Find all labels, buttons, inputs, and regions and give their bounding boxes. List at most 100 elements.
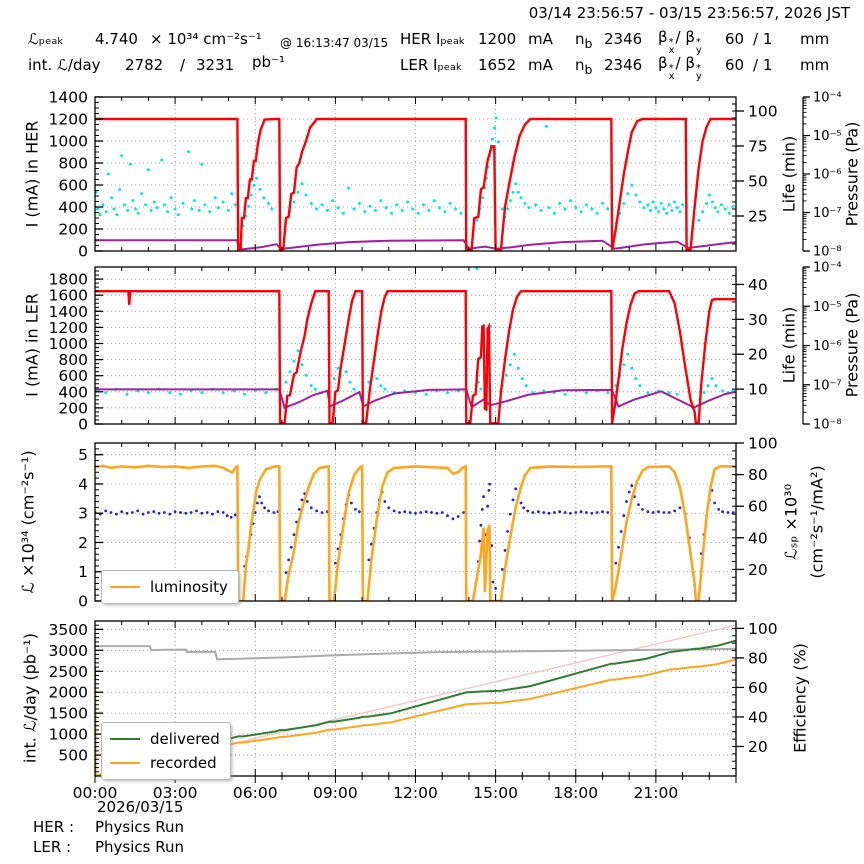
svg-text:2000: 2000 [49, 684, 88, 702]
svg-text:50: 50 [748, 173, 768, 191]
intlum-label: int. ℒ/day [28, 56, 101, 74]
svg-text:40: 40 [748, 708, 768, 726]
ler-beta-value: 60 [725, 56, 745, 74]
svg-text:20: 20 [748, 738, 768, 756]
lpeak-value: 4.740 [95, 30, 138, 48]
svg-text:1000: 1000 [49, 726, 88, 744]
recorded-legend-swatch [110, 762, 140, 764]
series-her-lifetime [95, 116, 735, 228]
svg-text:600: 600 [58, 367, 88, 385]
efficiency-axis-title: Efficiency (%) [790, 643, 810, 753]
svg-text:80: 80 [748, 649, 768, 667]
pressure-tick-label: 10⁻⁷ [813, 378, 842, 393]
svg-text:200: 200 [58, 399, 88, 417]
svg-text:2500: 2500 [49, 663, 88, 681]
svg-text:400: 400 [58, 383, 88, 401]
series-efficiency [95, 645, 736, 661]
svg-text:25: 25 [748, 208, 768, 226]
her-nb-label: nb [575, 30, 593, 51]
luminosity-legend: luminosity [101, 570, 239, 604]
intlum-slash: / [180, 56, 186, 74]
her-beta-label: β * x / β * y [658, 28, 702, 56]
svg-text:0: 0 [78, 593, 88, 611]
svg-text:20: 20 [748, 346, 768, 364]
svg-text:1200: 1200 [49, 319, 88, 337]
ler-beta-unit: mm [800, 56, 830, 74]
x-axis-date: 2026/03/15 [97, 798, 184, 816]
series-recorded [95, 658, 736, 776]
svg-text:60: 60 [748, 498, 768, 516]
ler-nb-label: nb [575, 56, 593, 77]
svg-text:2: 2 [78, 534, 88, 552]
her-pressure-axis-title: Pressure (Pa) [842, 121, 862, 227]
svg-text:0: 0 [78, 243, 88, 261]
plot-luminosity-specific-luminosity: 0 1 2 3 4 5 20 40 60 80 100 [78, 435, 777, 611]
ler-status-label: LER : [33, 838, 72, 856]
pressure-tick-label: 10⁻⁸ [813, 245, 842, 260]
svg-text:100: 100 [748, 620, 778, 638]
svg-text:3500: 3500 [49, 621, 88, 639]
recorded-legend-label: recorded [150, 754, 217, 772]
svg-text:1600: 1600 [49, 287, 88, 305]
pressure-tick-label: 10⁻⁷ [813, 206, 842, 221]
intlum-recorded: 2782 [125, 56, 164, 74]
svg-text:3000: 3000 [49, 642, 88, 660]
her-ipeak-unit: mA [528, 30, 553, 48]
svg-text:1200: 1200 [49, 111, 88, 129]
pressure-tick-label: 10⁻⁵ [813, 129, 842, 144]
series-her-current [95, 117, 736, 251]
luminosity-legend-label: luminosity [150, 578, 228, 596]
ler-status-value: Physics Run [95, 838, 185, 856]
svg-text:200: 200 [58, 221, 88, 239]
her-nb-value: 2346 [604, 30, 643, 48]
her-beta-unit: mm [800, 30, 830, 48]
x-tick-label: 09:00 [313, 784, 358, 802]
svg-text:100: 100 [748, 435, 778, 453]
pressure-tick-label: 10⁻⁵ [813, 300, 842, 315]
pressure-tick-label: 10⁻⁴ [813, 91, 842, 106]
delivered-legend-label: delivered [150, 730, 220, 748]
pressure-tick-label: 10⁻⁴ [813, 261, 842, 276]
svg-text:10: 10 [748, 381, 768, 399]
series-delivered [95, 639, 736, 776]
x-tick-label: 06:00 [233, 784, 278, 802]
series-her-pressure [95, 239, 736, 251]
x-tick-label: 03:00 [153, 784, 198, 802]
her-life-axis-title: Life (min) [779, 135, 799, 213]
plot-her-current-life-pressure: 0 200 400 600 800 1000 1200 1400 25 50 75 100 10⁻⁴ 10… [49, 89, 842, 261]
lpeak-timestamp: @ 16:13:47 03/15 [280, 36, 389, 50]
svg-text:20: 20 [748, 561, 768, 579]
svg-text:1400: 1400 [49, 303, 88, 321]
lsp-axis-title-line2: (cm⁻²s⁻¹/mA²) [807, 465, 827, 579]
svg-text:1500: 1500 [49, 705, 88, 723]
delivered-legend-swatch [110, 738, 140, 740]
svg-text:75: 75 [748, 138, 768, 156]
her-status-label: HER : [33, 818, 75, 836]
svg-text:40: 40 [748, 276, 768, 294]
svg-text:1: 1 [78, 563, 88, 581]
svg-text:30: 30 [748, 311, 768, 329]
svg-text:600: 600 [58, 177, 88, 195]
lpeak-unit: × 10³⁴ cm⁻²s⁻¹ [150, 30, 262, 48]
ler-life-axis-title: Life (min) [779, 306, 799, 384]
svg-text:1800: 1800 [49, 271, 88, 289]
svg-text:40: 40 [748, 529, 768, 547]
svg-text:60: 60 [748, 679, 768, 697]
ler-pressure-axis-title: Pressure (Pa) [842, 292, 862, 398]
svg-text:800: 800 [58, 155, 88, 173]
ler-nb-value: 2346 [604, 56, 643, 74]
svg-text:500: 500 [58, 747, 88, 765]
ler-beta-div: / 1 [753, 56, 773, 74]
luminosity-legend-swatch [110, 586, 140, 588]
svg-text:0: 0 [78, 416, 88, 434]
her-ipeak-label: HER Iₚₑₐₖ [400, 30, 466, 48]
svg-text:1000: 1000 [49, 133, 88, 151]
pressure-tick-label: 10⁻⁶ [813, 339, 842, 354]
ler-ipeak-label: LER Iₚₑₐₖ [400, 56, 463, 74]
delivered-recorded-legend: delivered recorded [101, 722, 231, 780]
intlum-delivered: 3231 [196, 56, 235, 74]
svg-text:5: 5 [78, 446, 88, 464]
lsp-axis-title-line1: ℒₛₚ ×10³⁰ [781, 483, 801, 561]
